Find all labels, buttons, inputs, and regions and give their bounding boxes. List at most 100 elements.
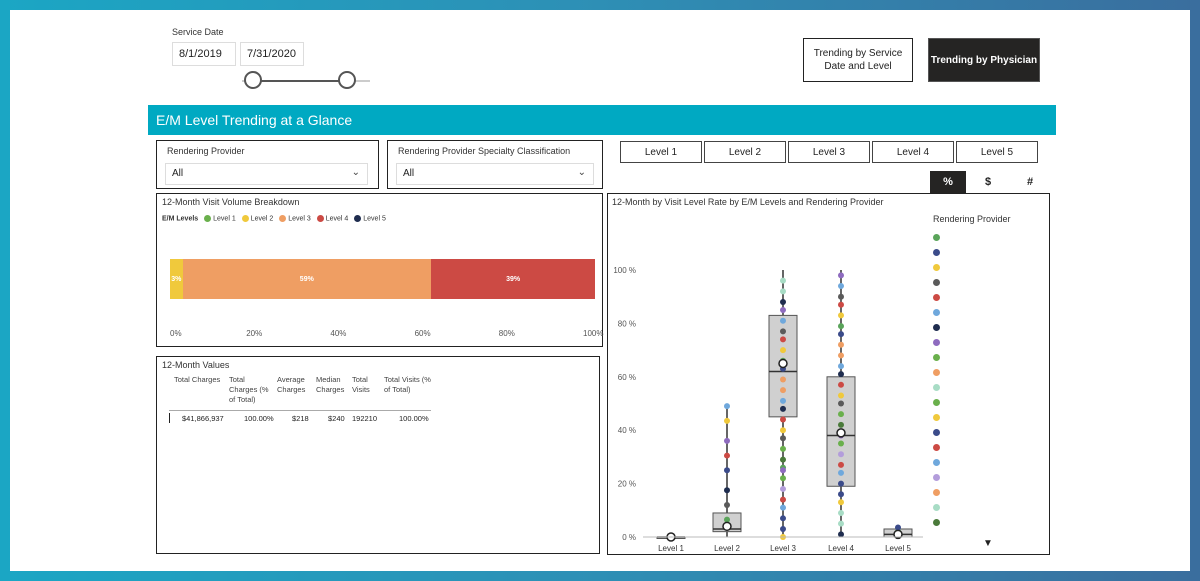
provider-point[interactable] bbox=[724, 467, 730, 474]
provider-point[interactable] bbox=[838, 491, 844, 498]
provider-point[interactable] bbox=[780, 467, 786, 474]
provider-point[interactable] bbox=[780, 397, 786, 404]
dollar-toggle[interactable]: $ bbox=[984, 176, 992, 188]
level-5-button[interactable]: Level 5 bbox=[956, 141, 1038, 163]
provider-point[interactable] bbox=[780, 299, 786, 306]
provider-point[interactable] bbox=[838, 451, 844, 458]
provider-point[interactable] bbox=[780, 317, 786, 324]
provider-legend[interactable] bbox=[928, 234, 948, 544]
level-1-button[interactable]: Level 1 bbox=[620, 141, 702, 163]
provider-legend-dot[interactable] bbox=[933, 369, 940, 376]
provider-point[interactable] bbox=[838, 323, 844, 330]
percent-toggle[interactable]: % bbox=[930, 171, 966, 193]
level-2-button[interactable]: Level 2 bbox=[704, 141, 786, 163]
provider-point[interactable] bbox=[838, 411, 844, 418]
provider-legend-dot[interactable] bbox=[933, 504, 940, 511]
provider-legend-dot[interactable] bbox=[933, 294, 940, 301]
scroll-down-arrow-icon[interactable]: ▼ bbox=[983, 538, 993, 549]
rendering-provider-dropdown[interactable]: All ⌄ bbox=[165, 163, 368, 185]
provider-point[interactable] bbox=[780, 427, 786, 434]
provider-legend-dot[interactable] bbox=[933, 324, 940, 331]
provider-point[interactable] bbox=[724, 487, 730, 494]
provider-point[interactable] bbox=[780, 445, 786, 452]
bar-segment-level-3[interactable]: 59% bbox=[182, 259, 431, 299]
provider-point[interactable] bbox=[838, 293, 844, 300]
provider-point[interactable] bbox=[838, 480, 844, 487]
provider-legend-dot[interactable] bbox=[933, 354, 940, 361]
provider-point[interactable] bbox=[838, 392, 844, 399]
provider-point[interactable] bbox=[724, 403, 730, 410]
box-mean-marker[interactable] bbox=[778, 358, 788, 369]
provider-legend-dot[interactable] bbox=[933, 519, 940, 526]
provider-point[interactable] bbox=[838, 272, 844, 279]
provider-legend-dot[interactable] bbox=[933, 399, 940, 406]
provider-point[interactable] bbox=[838, 301, 844, 308]
provider-point[interactable] bbox=[780, 387, 786, 394]
provider-legend-dot[interactable] bbox=[933, 429, 940, 436]
provider-point[interactable] bbox=[780, 376, 786, 383]
bar-segment-level-4[interactable]: 39% bbox=[431, 259, 596, 299]
provider-point[interactable] bbox=[780, 328, 786, 335]
provider-point[interactable] bbox=[838, 381, 844, 388]
provider-legend-dot[interactable] bbox=[933, 279, 940, 286]
provider-point[interactable] bbox=[780, 347, 786, 354]
provider-point[interactable] bbox=[838, 363, 844, 370]
date-slider-start-handle[interactable] bbox=[244, 71, 262, 89]
provider-legend-dot[interactable] bbox=[933, 249, 940, 256]
provider-point[interactable] bbox=[724, 437, 730, 444]
level-4-button[interactable]: Level 4 bbox=[872, 141, 954, 163]
provider-point[interactable] bbox=[780, 475, 786, 482]
provider-point[interactable] bbox=[838, 312, 844, 319]
provider-point[interactable] bbox=[780, 515, 786, 522]
provider-point[interactable] bbox=[724, 501, 730, 508]
provider-point[interactable] bbox=[780, 525, 786, 532]
provider-point[interactable] bbox=[780, 307, 786, 314]
box-mean-marker[interactable] bbox=[836, 428, 846, 438]
provider-point[interactable] bbox=[780, 416, 786, 423]
box-mean-marker[interactable] bbox=[893, 529, 903, 540]
count-toggle[interactable]: # bbox=[1026, 176, 1034, 188]
box-plot-chart[interactable]: 100 % 80 % 60 % 40 % 20 % 0 % Level 1 Level 2 Le… bbox=[608, 194, 1048, 552]
provider-legend-dot[interactable] bbox=[933, 414, 940, 421]
bar-segment-level-2[interactable]: 3% bbox=[170, 259, 183, 299]
level-3-button[interactable]: Level 3 bbox=[788, 141, 870, 163]
provider-point[interactable] bbox=[895, 524, 901, 531]
provider-point[interactable] bbox=[780, 405, 786, 412]
provider-point[interactable] bbox=[838, 341, 844, 348]
provider-point[interactable] bbox=[724, 452, 730, 459]
provider-point[interactable] bbox=[838, 440, 844, 447]
provider-point[interactable] bbox=[838, 421, 844, 428]
provider-point[interactable] bbox=[780, 504, 786, 511]
provider-point[interactable] bbox=[724, 516, 730, 523]
provider-point[interactable] bbox=[838, 352, 844, 359]
provider-point[interactable] bbox=[838, 531, 844, 538]
provider-point[interactable] bbox=[780, 456, 786, 463]
provider-point[interactable] bbox=[838, 520, 844, 527]
specialty-dropdown[interactable]: All ⌄ bbox=[396, 163, 594, 185]
provider-point[interactable] bbox=[780, 288, 786, 295]
provider-point[interactable] bbox=[838, 469, 844, 476]
provider-legend-dot[interactable] bbox=[933, 459, 940, 466]
provider-legend-dot[interactable] bbox=[933, 234, 940, 241]
provider-point[interactable] bbox=[838, 499, 844, 506]
end-date-input[interactable]: 7/31/2020 bbox=[240, 42, 304, 66]
provider-legend-dot[interactable] bbox=[933, 384, 940, 391]
start-date-input[interactable]: 8/1/2019 bbox=[172, 42, 236, 66]
provider-legend-dot[interactable] bbox=[933, 489, 940, 496]
provider-legend-dot[interactable] bbox=[933, 474, 940, 481]
box-mean-marker[interactable] bbox=[722, 521, 732, 532]
provider-point[interactable] bbox=[780, 277, 786, 284]
stacked-bar[interactable]: 3% 59% 39% bbox=[170, 259, 596, 299]
provider-point[interactable] bbox=[838, 461, 844, 468]
provider-legend-dot[interactable] bbox=[933, 339, 940, 346]
provider-point[interactable] bbox=[838, 331, 844, 338]
provider-point[interactable] bbox=[780, 336, 786, 343]
provider-point[interactable] bbox=[780, 435, 786, 442]
trending-by-service-date-button[interactable]: Trending by Service Date and Level bbox=[803, 38, 913, 82]
provider-legend-dot[interactable] bbox=[933, 444, 940, 451]
date-slider-end-handle[interactable] bbox=[338, 71, 356, 89]
trending-by-physician-button[interactable]: Trending by Physician bbox=[928, 38, 1040, 82]
provider-legend-dot[interactable] bbox=[933, 264, 940, 271]
provider-point[interactable] bbox=[838, 283, 844, 290]
provider-point[interactable] bbox=[838, 400, 844, 407]
